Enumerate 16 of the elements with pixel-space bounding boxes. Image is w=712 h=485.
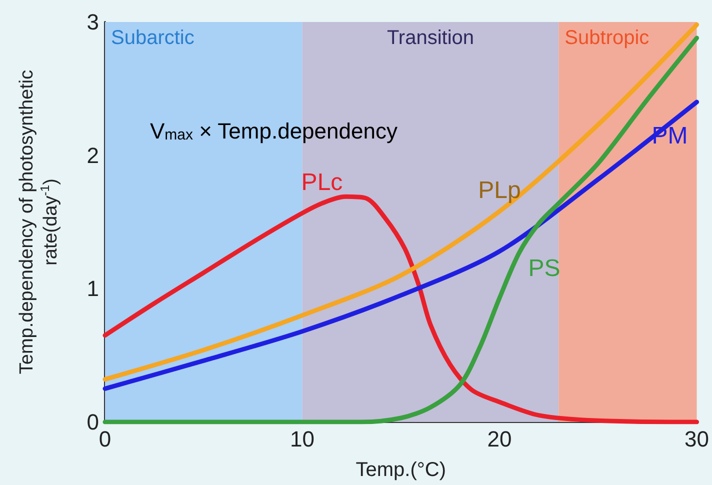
x-axis-title: Temp.(°C) [356, 459, 446, 481]
series-label: PLc [301, 168, 343, 196]
band-label: Subarctic [111, 27, 194, 49]
x-tick-label: 20 [487, 426, 512, 452]
x-tick-label: 10 [290, 426, 314, 452]
band-label: Transition [386, 27, 474, 49]
band-label: Subtropic [564, 27, 650, 49]
y-tick-label: 3 [86, 10, 99, 34]
y-tick-label: 2 [86, 142, 99, 168]
y-tick-label: 0 [86, 410, 99, 434]
annotation: Vmax × Temp.dependency [150, 118, 398, 144]
y-tick-label: 1 [86, 276, 99, 302]
x-tick-label: 30 [684, 426, 710, 452]
series-label: PLp [478, 176, 521, 204]
line-series [102, 100, 700, 391]
series-label: PS [528, 255, 560, 282]
